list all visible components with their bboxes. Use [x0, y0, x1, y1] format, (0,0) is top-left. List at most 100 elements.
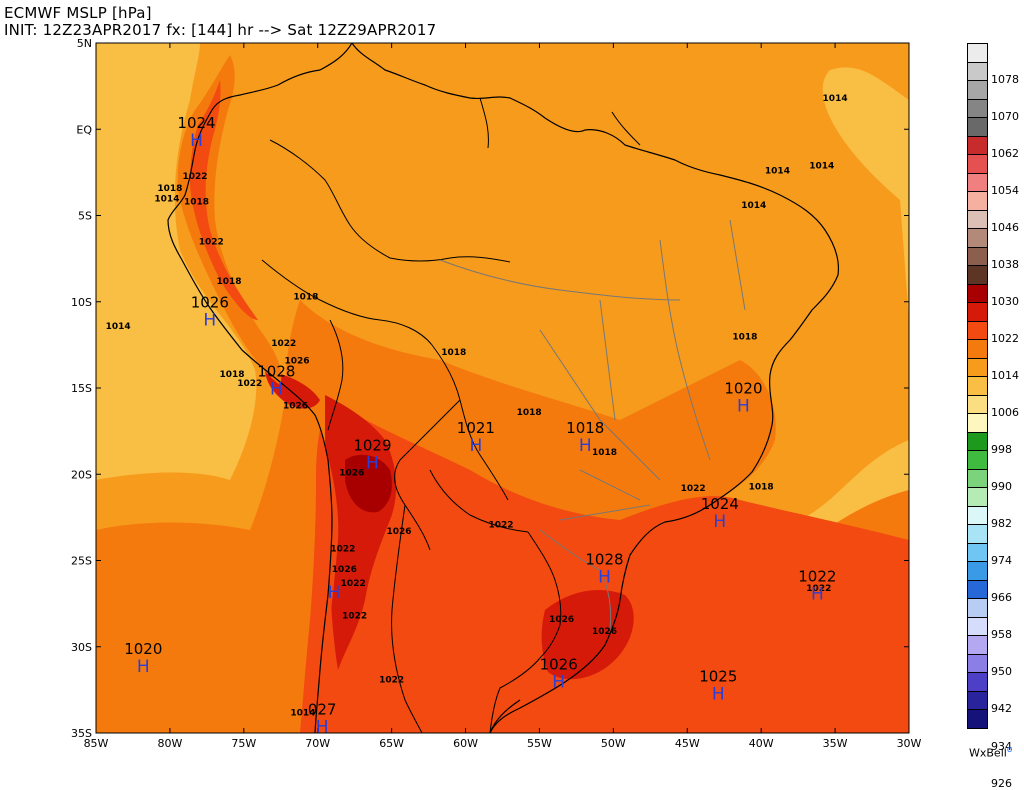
lat-label: 20S — [71, 468, 92, 481]
colorbar-swatch — [967, 524, 988, 544]
high-marker-h: H — [137, 657, 150, 677]
field-andes-ribbon-inner — [190, 80, 258, 320]
colorbar-swatch — [967, 80, 988, 100]
lon-label: 50W — [601, 737, 626, 750]
isobar-label: 1018 — [441, 348, 466, 358]
credit-text: WxBell — [969, 746, 1007, 760]
colorbar-swatch — [967, 653, 988, 674]
colorbar-swatch — [967, 487, 988, 507]
high-marker-h: H — [270, 379, 283, 399]
isobar-label: 1018 — [293, 293, 318, 303]
high-marker-h: H — [552, 673, 565, 693]
colorbar-swatch — [967, 246, 988, 267]
colorbar-label: 1022 — [991, 332, 1019, 346]
isobar-label: 1014 — [106, 322, 131, 332]
colorbar-swatch — [967, 598, 988, 618]
high-center-value: 1028 — [257, 362, 295, 380]
colorbar-label: 1046 — [991, 221, 1019, 235]
colorbar-swatch — [967, 117, 988, 137]
colorbar-swatch — [967, 283, 988, 304]
isobar-label: 1018 — [219, 370, 244, 380]
lat-label: 5N — [77, 37, 92, 50]
colorbar-swatch — [967, 505, 988, 526]
isobar-label: 1022 — [806, 584, 831, 594]
high-center-value: 1029 — [353, 436, 391, 454]
latitude-labels: 5N EQ 5S 10S 15S 20S 25S 30S 35S — [71, 37, 92, 740]
colorbar-swatch — [967, 579, 988, 600]
map-field — [96, 43, 909, 733]
isobar-label: 1026 — [283, 401, 308, 411]
high-center-value: 1020 — [724, 380, 762, 398]
wxbell-credit: WxBello — [969, 745, 1012, 760]
colorbar-swatch — [967, 709, 988, 729]
high-marker-h: H — [712, 685, 725, 705]
colorbar-label: 990 — [991, 480, 1012, 494]
isobar-label: 1018 — [592, 448, 617, 458]
colorbar-swatch — [967, 172, 988, 193]
colorbar-swatch — [967, 468, 988, 489]
lat-label: 10S — [71, 296, 92, 309]
colorbar-label: 974 — [991, 554, 1012, 568]
colorbar-label: 1030 — [991, 295, 1019, 309]
colorbar-label: 1038 — [991, 258, 1019, 272]
colorbar-label: 958 — [991, 628, 1012, 642]
colorbar-swatch — [967, 154, 988, 174]
credit-dot: o — [1006, 745, 1013, 755]
isobar-label: 1018 — [732, 332, 757, 342]
lon-label: 55W — [527, 737, 552, 750]
colorbar-swatch — [967, 339, 988, 359]
colorbar-swatch — [967, 357, 988, 378]
isobar-label: 1026 — [332, 565, 357, 575]
axis-ticks — [95, 42, 910, 734]
colorbar-swatch — [967, 43, 988, 63]
lon-label: 85W — [84, 737, 109, 750]
isobar-label: 1018 — [217, 277, 242, 287]
colorbar-swatch — [967, 135, 988, 156]
isobar-label: 1022 — [379, 676, 404, 686]
high-marker-h: H — [811, 585, 824, 605]
chart-title: ECMWF MSLP [hPa] — [4, 4, 152, 22]
lat-label: 30S — [71, 641, 92, 654]
lat-label: 25S — [71, 555, 92, 568]
isobar-labels: 1014101410141014102210181018101410221018… — [106, 94, 848, 718]
high-marker-h: H — [598, 567, 611, 587]
colorbar-swatch — [967, 228, 988, 248]
high-marker-h: H — [737, 397, 750, 417]
colorbar-label: 1014 — [991, 369, 1019, 383]
isobar-label: 1022 — [341, 579, 366, 589]
high-marker-h: H — [469, 436, 482, 456]
state-borders — [439, 219, 746, 631]
field-1026-region — [300, 400, 909, 733]
isobar-label: 1026 — [549, 615, 574, 625]
isobar-label: 1022 — [342, 612, 367, 622]
high-center-value: 1026 — [540, 656, 578, 674]
colorbar-label: 1078 — [991, 73, 1019, 87]
lat-label: EQ — [76, 123, 92, 136]
colorbar-label: 966 — [991, 591, 1012, 605]
colorbar-swatch — [967, 209, 988, 230]
high-center-value: 1022 — [798, 568, 836, 586]
colorbar-label: 926 — [991, 776, 1012, 790]
lon-label: 75W — [231, 737, 256, 750]
colorbar-swatch — [967, 431, 988, 452]
isobar-label: 1022 — [183, 172, 208, 182]
high-marker-h: H — [328, 583, 341, 603]
isobar-label: 1018 — [517, 408, 542, 418]
high-marker-h: H — [203, 310, 216, 330]
high-center-value: 027 — [308, 700, 337, 718]
high-center-value: 1024 — [701, 495, 739, 513]
isobar-label: 1022 — [330, 544, 355, 554]
high-marker-h: H — [713, 512, 726, 532]
isobar-label: 1026 — [386, 527, 411, 537]
init-valid-line: INIT: 12Z23APR2017 fx: [144] hr --> Sat … — [4, 21, 437, 39]
isobar-label: 1018 — [157, 184, 182, 194]
